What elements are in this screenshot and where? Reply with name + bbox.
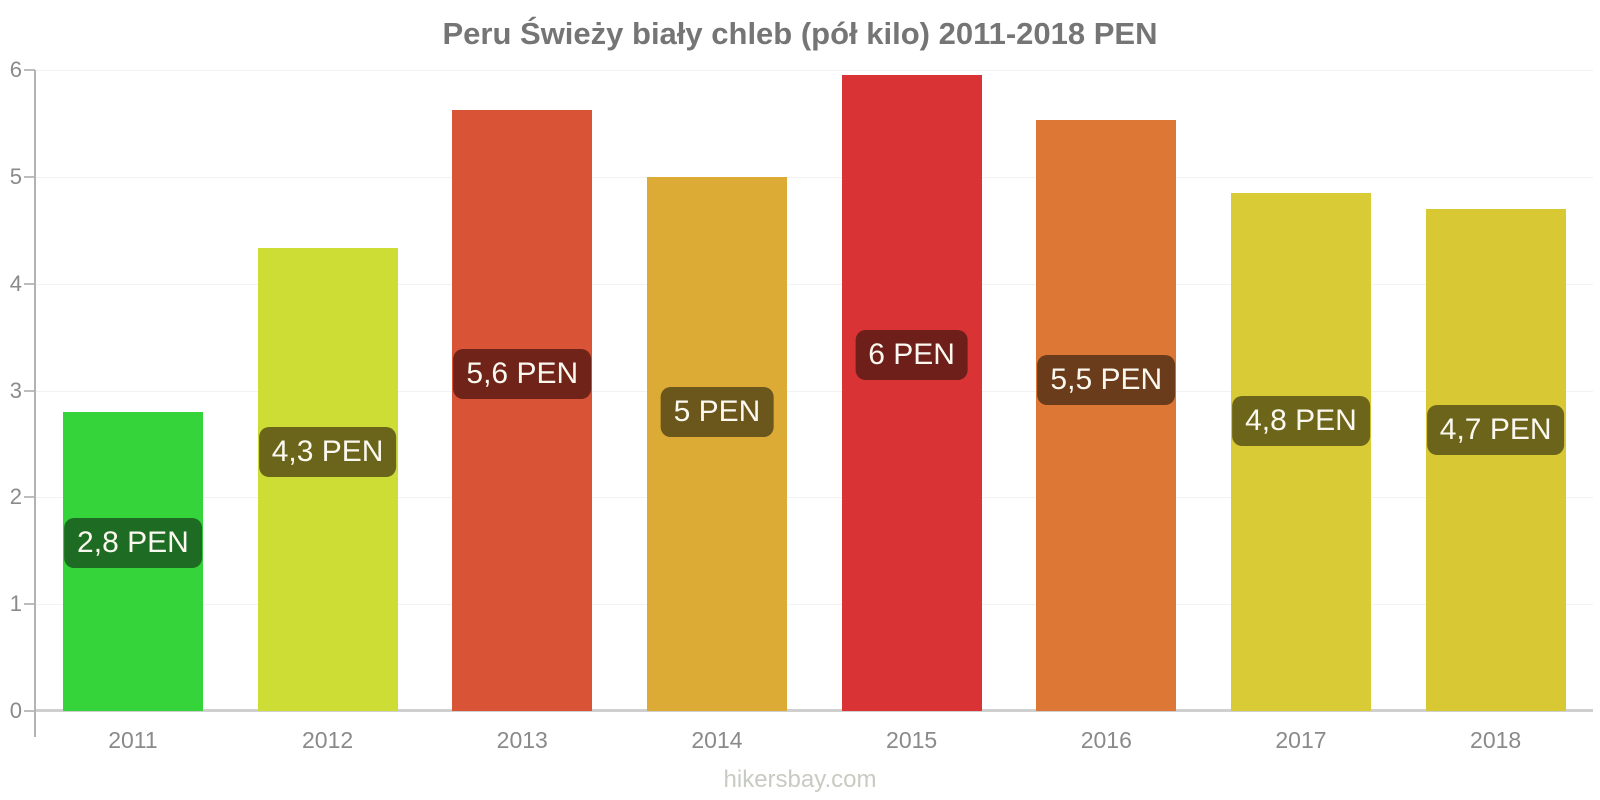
gridline bbox=[35, 283, 1593, 285]
bar-2012 bbox=[257, 248, 398, 711]
y-tick-label: 0 bbox=[9, 698, 22, 723]
bar-value-badge: 2,8 PEN bbox=[64, 518, 202, 569]
bar-group-2016: 5,5 PEN 2016 bbox=[1009, 0, 1204, 800]
bar-value-badge: 4,8 PEN bbox=[1232, 395, 1370, 446]
y-axis-tick bbox=[24, 496, 35, 499]
gridline bbox=[35, 70, 1593, 71]
bar-group-2013: 5,6 PEN 2013 bbox=[425, 0, 620, 800]
bar-value-badge: 4,7 PEN bbox=[1426, 404, 1565, 455]
bar-2014 bbox=[646, 176, 787, 711]
bar-value-badge: 6 PEN bbox=[855, 330, 968, 381]
bar-group-2011: 2,8 PEN 2011 bbox=[36, 0, 231, 800]
gridline bbox=[35, 604, 1593, 606]
bar-2016 bbox=[1036, 120, 1177, 711]
bar-group-2018: 4,7 PEN 2018 bbox=[1398, 0, 1593, 800]
x-tick-label: 2012 bbox=[302, 727, 354, 753]
bar-group-2015: 6 PEN 2015 bbox=[814, 0, 1009, 800]
y-axis-tick bbox=[24, 175, 35, 178]
x-tick-label: 2013 bbox=[496, 727, 548, 753]
x-tick-label: 2016 bbox=[1080, 727, 1132, 753]
footer-watermark-link[interactable]: hikersbay.com bbox=[723, 766, 877, 793]
y-tick-label: 2 bbox=[9, 484, 22, 510]
bar-value-badge: 5,5 PEN bbox=[1037, 355, 1176, 406]
y-tick-label: 5 bbox=[9, 163, 22, 189]
bar-2015 bbox=[841, 75, 982, 711]
x-tick-label: 2017 bbox=[1275, 727, 1327, 753]
y-axis-tick bbox=[24, 69, 35, 71]
x-tick-label: 2015 bbox=[886, 727, 938, 753]
gridline bbox=[35, 176, 1593, 178]
x-tick-label: 2018 bbox=[1470, 727, 1522, 753]
x-tick-label: 2014 bbox=[691, 727, 743, 753]
y-axis-tick bbox=[24, 710, 35, 712]
x-tick-label: 2011 bbox=[108, 727, 158, 753]
bar-group-2017: 4,8 PEN 2017 bbox=[1204, 0, 1399, 800]
x-axis-line bbox=[35, 709, 1593, 712]
gridline bbox=[35, 497, 1593, 499]
y-axis-tick bbox=[24, 389, 35, 392]
y-tick-label: 6 bbox=[9, 57, 22, 82]
bar-2013 bbox=[452, 109, 593, 711]
y-axis-line bbox=[34, 70, 36, 737]
gridline bbox=[35, 390, 1593, 392]
chart-title: Peru Świeży biały chleb (pół kilo) 2011-… bbox=[442, 16, 1158, 51]
y-axis-tick bbox=[24, 282, 35, 285]
bar-2018 bbox=[1425, 208, 1566, 711]
bar-value-badge: 5 PEN bbox=[660, 386, 774, 437]
bar-group-2012: 4,3 PEN 2012 bbox=[230, 0, 425, 800]
y-tick-label: 3 bbox=[9, 377, 22, 403]
bar-value-badge: 5,6 PEN bbox=[453, 349, 592, 400]
y-tick-label: 1 bbox=[9, 591, 22, 617]
bar-value-badge: 4,3 PEN bbox=[258, 426, 397, 477]
bar-2017 bbox=[1230, 192, 1371, 711]
y-tick-label: 4 bbox=[9, 270, 22, 296]
bar-group-2014: 5 PEN 2014 bbox=[620, 0, 815, 800]
y-axis-tick bbox=[24, 603, 35, 606]
